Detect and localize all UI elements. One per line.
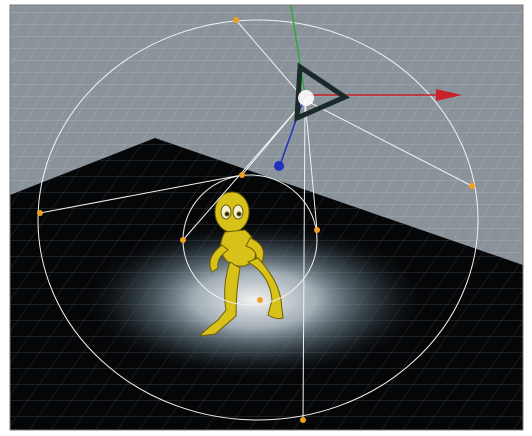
- character: [198, 191, 284, 337]
- light-source: [298, 90, 314, 106]
- y-axis: [290, 5, 306, 96]
- spotlight-glow: [80, 220, 430, 380]
- light-icon: [294, 62, 351, 122]
- viewport: [10, 5, 523, 430]
- z-axis-handle: [274, 161, 284, 171]
- light-gizmo: [37, 19, 479, 421]
- cone-lines: [39, 19, 473, 421]
- outer-cone-circle: [37, 19, 479, 421]
- viewport-border: [9, 4, 524, 431]
- z-axis: [279, 94, 306, 166]
- handles: [37, 17, 475, 423]
- x-axis-arrow: [436, 89, 462, 101]
